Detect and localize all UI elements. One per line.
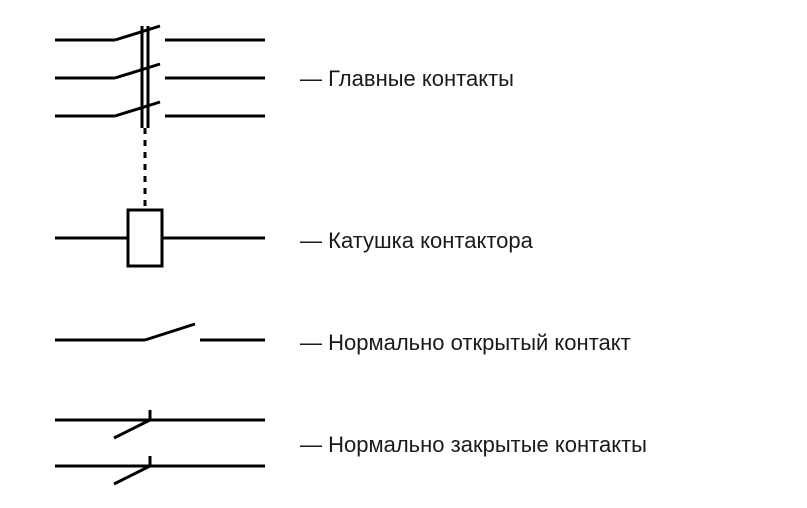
label-no-contact: — Нормально открытый контакт	[300, 330, 631, 356]
dash: —	[300, 228, 328, 253]
dash: —	[300, 66, 328, 91]
text: Катушка контактора	[328, 228, 533, 253]
label-main-contacts: — Главные контакты	[300, 66, 514, 92]
text: Нормально закрытые контакты	[328, 432, 647, 457]
text: Главные контакты	[328, 66, 514, 91]
text: Нормально открытый контакт	[328, 330, 631, 355]
dash: —	[300, 432, 328, 457]
label-nc-contacts: — Нормально закрытые контакты	[300, 432, 647, 458]
dash: —	[300, 330, 328, 355]
label-coil: — Катушка контактора	[300, 228, 533, 254]
